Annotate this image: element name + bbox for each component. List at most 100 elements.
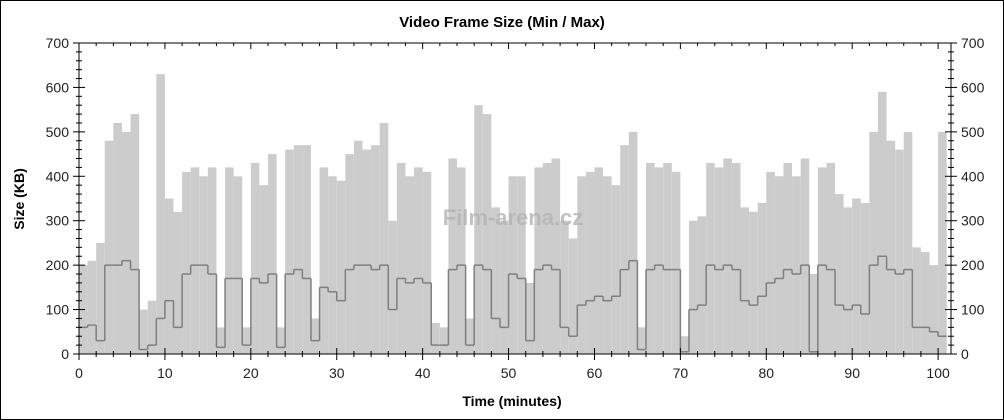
max-bar — [697, 216, 707, 354]
max-bar — [903, 131, 913, 354]
max-bar — [671, 171, 681, 354]
max-bar — [740, 207, 750, 354]
max-bar — [414, 167, 423, 354]
y-tick-label-right: 500 — [961, 124, 985, 140]
max-bar — [895, 149, 904, 354]
max-bar — [130, 114, 140, 354]
max-bar — [663, 162, 672, 354]
x-axis-label: Time (minutes) — [462, 393, 561, 409]
max-bar — [96, 242, 105, 354]
watermark-logo: Film-arena.cz — [443, 205, 584, 230]
max-bar — [654, 167, 664, 354]
max-bar — [542, 162, 552, 354]
max-bar — [852, 198, 861, 354]
max-bar — [929, 265, 939, 354]
y-tick-label-left: 700 — [46, 35, 70, 51]
max-bar — [869, 131, 878, 354]
x-tick-label: 0 — [75, 365, 83, 381]
max-bar — [646, 162, 655, 354]
max-bar — [156, 74, 165, 354]
max-bar — [457, 167, 466, 354]
max-bar — [809, 274, 818, 354]
x-tick-label: 30 — [329, 365, 345, 381]
y-tick-label-right: 100 — [961, 302, 985, 318]
max-bar — [783, 162, 793, 354]
max-bar — [448, 158, 458, 354]
max-bar — [517, 176, 526, 354]
max-bar — [508, 176, 518, 354]
max-bar — [319, 167, 329, 354]
max-bar — [405, 176, 415, 354]
max-bar — [568, 238, 578, 354]
max-bar — [491, 207, 500, 354]
max-bar — [336, 180, 346, 354]
max-bar — [242, 327, 251, 354]
max-bar — [121, 131, 131, 354]
max-bar — [439, 327, 449, 354]
max-bar — [362, 149, 372, 354]
max-bar — [87, 260, 97, 354]
max-bar — [293, 145, 303, 354]
max-bar — [474, 105, 483, 354]
y-tick-label-left: 200 — [46, 257, 70, 273]
max-bar — [800, 158, 810, 354]
y-tick-label-left: 600 — [46, 79, 70, 95]
max-bar — [465, 318, 475, 354]
max-bar — [774, 176, 784, 354]
max-bar — [371, 145, 380, 354]
max-bar — [139, 309, 148, 354]
max-bar — [216, 327, 226, 354]
y-axis-label: Size (KB) — [11, 168, 27, 229]
y-tick-label-left: 300 — [46, 213, 70, 229]
max-bar — [628, 131, 638, 354]
max-bar — [680, 336, 689, 354]
max-bar — [551, 158, 561, 354]
max-bar — [877, 91, 887, 354]
max-bar — [749, 211, 758, 354]
y-tick-label-right: 600 — [961, 79, 985, 95]
x-tick-label: 50 — [501, 365, 517, 381]
max-bar — [817, 167, 827, 354]
max-bar — [912, 247, 921, 354]
y-tick-label-right: 200 — [961, 257, 985, 273]
min-series — [79, 255, 947, 353]
max-bar — [826, 162, 836, 354]
max-bar — [302, 145, 311, 354]
max-bar — [534, 167, 543, 354]
max-bar — [560, 220, 569, 354]
max-bar — [714, 167, 724, 354]
max-bar — [225, 167, 234, 354]
max-bar — [164, 198, 174, 354]
max-bar — [525, 282, 535, 354]
max-bar — [886, 140, 896, 354]
x-tick-label: 40 — [415, 365, 431, 381]
max-bar — [620, 145, 629, 354]
max-bar — [353, 140, 363, 354]
max-bar — [920, 251, 930, 354]
x-tick-label: 60 — [587, 365, 603, 381]
max-bar — [328, 176, 337, 354]
max-bar — [766, 171, 775, 354]
max-bar — [860, 202, 870, 354]
max-bar — [259, 185, 269, 354]
max-bar — [190, 167, 200, 354]
max-bar — [706, 162, 715, 354]
max-bar — [577, 176, 586, 354]
max-bar — [207, 167, 217, 354]
max-bar — [173, 211, 183, 354]
max-bar — [422, 171, 432, 354]
max-bar — [268, 154, 277, 354]
y-tick-label-left: 400 — [46, 168, 70, 184]
x-tick-label: 20 — [243, 365, 259, 381]
max-bar — [499, 220, 509, 354]
max-bar — [345, 154, 354, 354]
max-bar — [938, 131, 947, 354]
y-tick-label-right: 0 — [961, 346, 969, 362]
chart-title: Video Frame Size (Min / Max) — [399, 14, 605, 31]
max-bar — [113, 122, 122, 354]
max-bar — [182, 171, 191, 354]
max-bar — [611, 185, 621, 354]
y-tick-label-right: 700 — [961, 35, 985, 51]
